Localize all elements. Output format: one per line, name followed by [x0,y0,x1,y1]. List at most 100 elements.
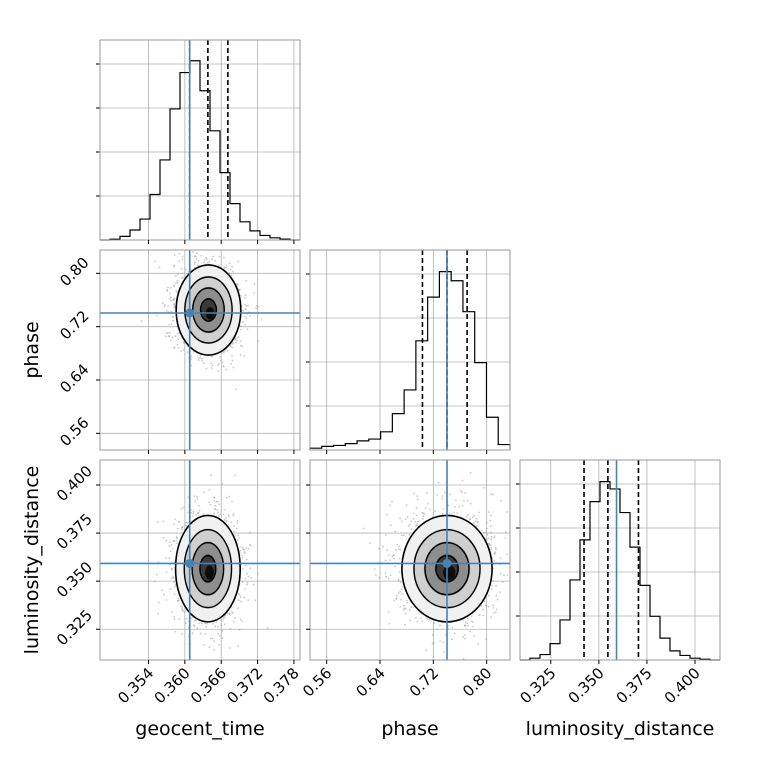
sample-point [239,288,241,291]
sample-point [500,499,502,502]
sample-point [187,351,189,354]
sample-point [237,336,240,338]
sample-point [202,362,205,365]
panel-frame [99,39,301,241]
sample-point [163,305,166,308]
sample-point [482,608,484,611]
sample-point [183,611,186,614]
sample-point [416,498,419,501]
sample-point [191,515,194,518]
sample-point [238,537,241,539]
sample-point [404,612,407,615]
sample-point [218,635,221,637]
sample-point [254,599,257,602]
sample-point [407,525,410,527]
sample-point [171,336,174,339]
sample-point [413,492,416,495]
sample-point [404,518,407,521]
sample-point [196,498,199,501]
sample-point [403,624,406,626]
sample-point [154,260,157,263]
sample-point [234,534,236,537]
sample-point [221,361,224,364]
sample-point [244,303,247,306]
sample-point [210,474,213,477]
sample-point [397,545,400,548]
sample-point [237,260,240,263]
sample-point [451,626,454,629]
sample-point [197,259,200,262]
sample-point [161,589,164,592]
sample-point [473,635,476,638]
sample-point [506,553,509,556]
sample-point [490,616,492,619]
sample-point [194,255,196,258]
sample-point [239,549,242,552]
sample-point [388,622,391,625]
sample-point [175,539,178,542]
sample-point [169,550,172,553]
sample-point [170,296,172,299]
sample-point [221,637,224,640]
joint-contents [100,250,300,450]
sample-point [215,500,218,503]
sample-point [241,581,244,583]
y-axis-label-luminosity-distance: luminosity_distance [21,466,43,655]
sample-point [393,557,396,560]
sample-point [442,508,445,510]
sample-point [469,471,472,474]
sample-point [163,593,165,596]
sample-point [460,491,463,494]
sample-point [175,542,178,545]
sample-point [246,583,248,586]
sample-point [494,611,497,614]
sample-point [451,638,453,641]
sample-point [157,601,160,604]
sample-point [239,618,242,621]
sample-point [231,359,234,362]
histogram-steps-phase [309,271,511,450]
sample-point [167,304,170,307]
sample-point [170,567,173,570]
sample-point [385,513,388,516]
sample-point [197,359,200,362]
sample-point [245,279,248,282]
sample-point [495,608,498,611]
sample-point [187,496,190,499]
sample-point [400,598,402,601]
sample-point [196,495,198,498]
sample-point [257,339,260,342]
joint-panel-phase-luminosity_distance [306,459,511,664]
sample-point [464,621,467,624]
sample-point [398,570,401,573]
sample-point [167,286,169,289]
sample-point [208,488,211,491]
sample-point [227,514,230,516]
sample-point [224,508,227,511]
panel-frame [309,249,511,451]
sample-point [496,598,499,601]
sample-point [214,625,217,628]
sample-point [178,260,181,263]
sample-point [248,531,251,534]
sample-point [168,292,171,295]
sample-point [173,284,175,287]
sample-point [153,580,156,583]
sample-point [489,531,492,534]
sample-point [436,628,439,630]
sample-point [240,294,242,297]
sample-point [193,495,196,498]
x-axis-label-phase: phase [381,718,438,740]
sample-point [405,504,408,506]
sample-point [196,627,199,630]
sample-point [173,264,175,267]
sample-point [387,611,390,614]
sample-point [493,612,496,614]
sample-point [177,272,179,275]
sample-point [228,262,231,265]
sample-point [426,502,429,505]
sample-point [419,617,422,620]
sample-point [199,354,202,357]
sample-point [408,523,411,526]
